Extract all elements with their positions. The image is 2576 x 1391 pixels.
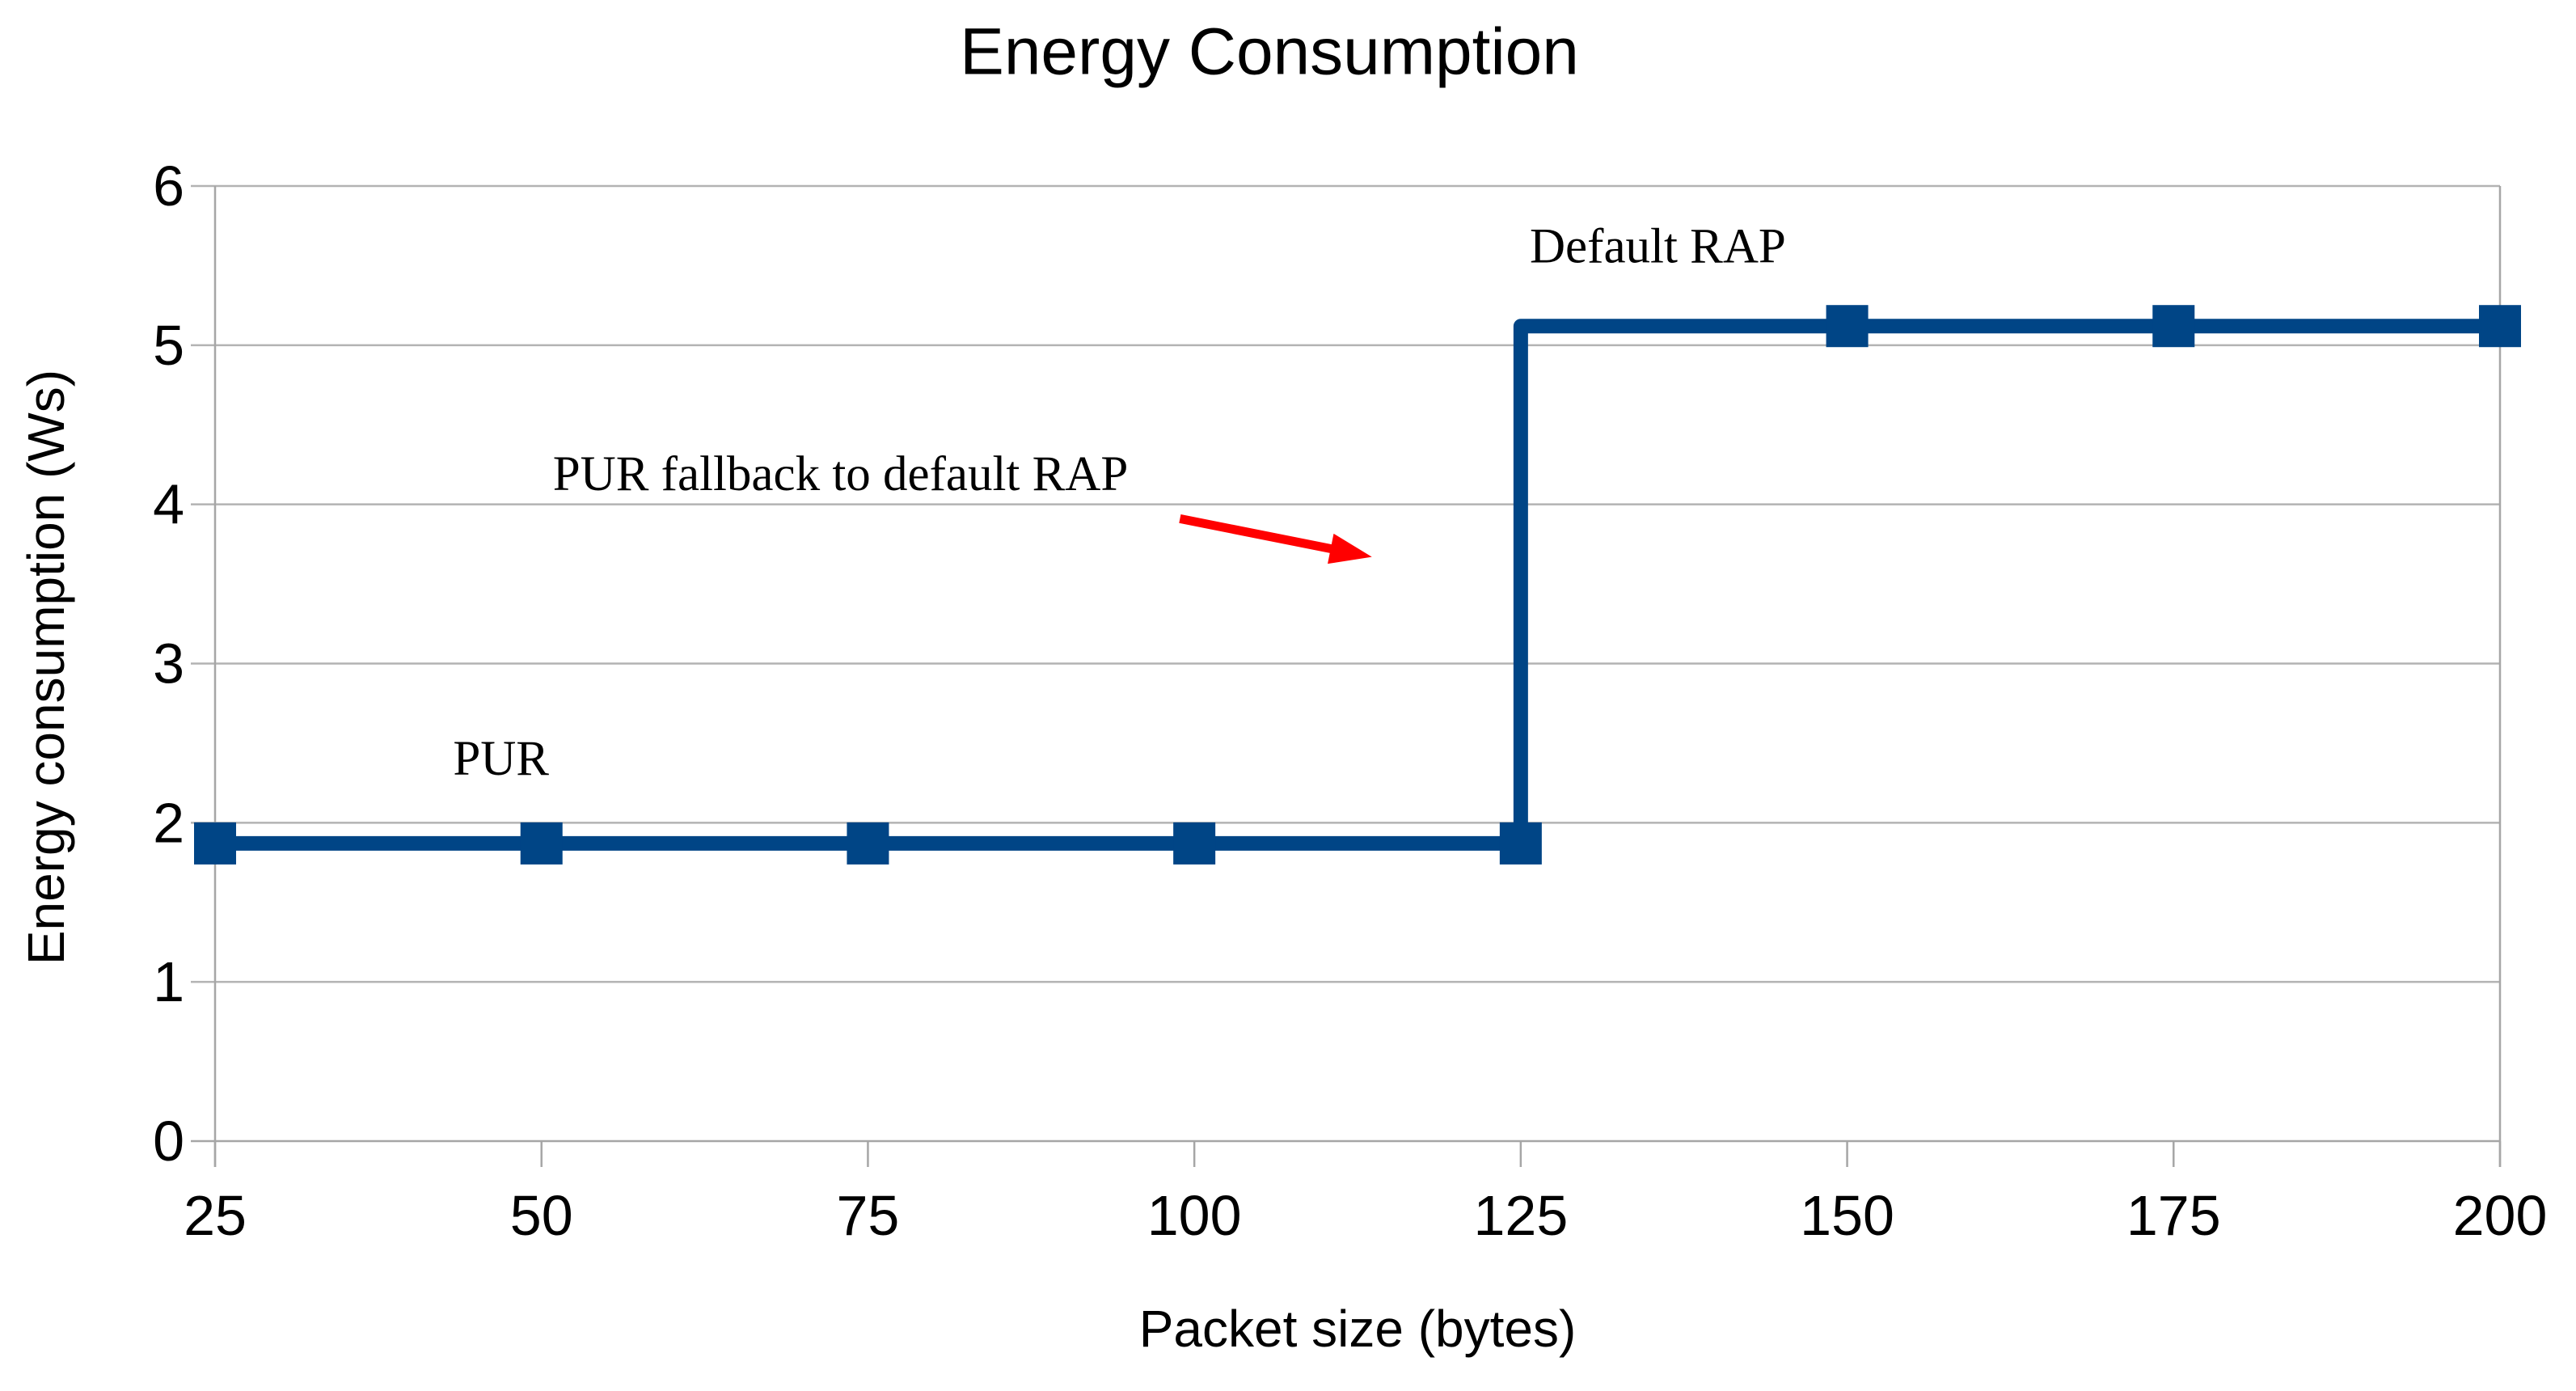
y-tick-label-6: 6: [153, 154, 184, 218]
data-point-marker-x150: [1826, 305, 1869, 348]
y-tick-label-3: 3: [153, 632, 184, 696]
annotation-default-rap: Default RAP: [1530, 219, 1786, 273]
data-point-marker-x100: [1173, 822, 1216, 865]
annotation-pur: PUR: [453, 732, 549, 786]
x-tick-label-150: 150: [1800, 1184, 1894, 1247]
annotation-fallback: PUR fallback to default RAP: [553, 447, 1129, 501]
data-point-marker-x125: [1499, 822, 1542, 865]
data-point-marker-x200: [2479, 305, 2521, 348]
axes: [191, 186, 2502, 1167]
chart-title: Energy Consumption: [960, 15, 1579, 89]
x-tick-label-25: 25: [184, 1184, 247, 1247]
tick-labels: 25 50 75 100 125 150 175 200 0 1 2 3 4 5 6: [153, 154, 2547, 1247]
y-axis-title: Energy consumption (Ws): [17, 370, 75, 965]
fallback-arrow-shaft: [1179, 514, 1337, 555]
y-tick-label-1: 1: [153, 950, 184, 1013]
series: [194, 305, 2521, 865]
data-point-marker-x75: [847, 822, 889, 865]
data-point-marker-x175: [2152, 305, 2195, 348]
y-tick-label-4: 4: [153, 473, 184, 536]
y-tick-label-5: 5: [153, 314, 184, 377]
x-axis-title: Packet size (bytes): [1139, 1300, 1577, 1358]
x-tick-label-175: 175: [2126, 1184, 2221, 1247]
x-tick-label-125: 125: [1473, 1184, 1568, 1247]
x-tick-label-50: 50: [510, 1184, 573, 1247]
data-point-marker-x25: [194, 822, 236, 865]
gridlines: [191, 184, 2500, 983]
x-tick-label-100: 100: [1147, 1184, 1242, 1247]
y-tick-label-0: 0: [153, 1110, 184, 1173]
data-point-marker-x50: [520, 822, 563, 865]
y-tick-label-2: 2: [153, 791, 184, 854]
x-tick-label-200: 200: [2453, 1184, 2548, 1247]
annotations: PUR Default RAP PUR fallback to default RA…: [453, 219, 1786, 786]
fallback-arrow-head: [1328, 533, 1372, 564]
x-tick-label-75: 75: [836, 1184, 899, 1247]
series-line: [215, 319, 2500, 851]
